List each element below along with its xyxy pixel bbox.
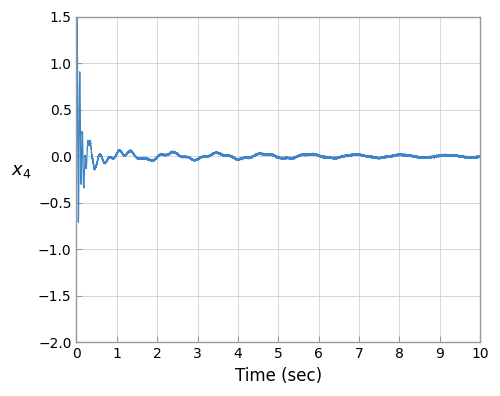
Y-axis label: $x_4$: $x_4$ xyxy=(11,162,32,179)
X-axis label: Time (sec): Time (sec) xyxy=(234,367,322,385)
